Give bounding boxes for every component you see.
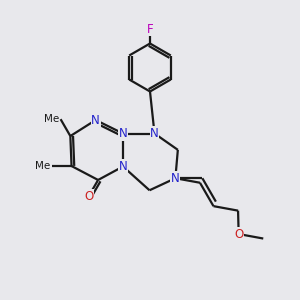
Text: Me: Me bbox=[44, 114, 59, 124]
Text: N: N bbox=[118, 127, 127, 140]
Text: O: O bbox=[234, 227, 243, 241]
Text: O: O bbox=[84, 190, 93, 202]
Text: N: N bbox=[171, 172, 180, 185]
Text: F: F bbox=[147, 22, 153, 36]
Text: N: N bbox=[91, 113, 100, 127]
Text: N: N bbox=[150, 127, 159, 140]
Text: N: N bbox=[118, 160, 127, 173]
Text: Me: Me bbox=[35, 161, 50, 171]
